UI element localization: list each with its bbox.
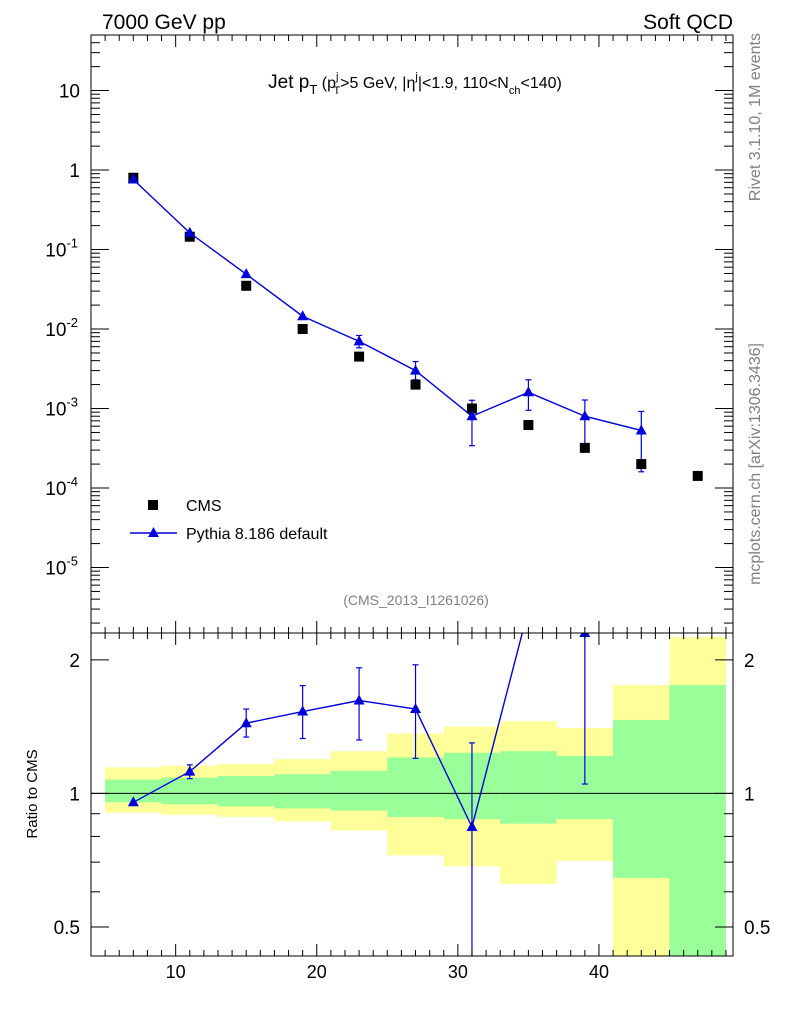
y-tick-label-1: 10-4 <box>45 474 78 500</box>
y-tick-label-0: 10-5 <box>45 554 78 580</box>
analysis-id-label: (CMS_2013_I1261026) <box>343 592 489 608</box>
ratio-y-label-left-0: 0.5 <box>54 918 80 939</box>
legend-cms-label: CMS <box>186 498 222 515</box>
cms-point-5 <box>410 379 421 390</box>
pythia-point-1 <box>184 226 196 237</box>
plot-title: Jet pT (pj T>5 GeV, |ηj|<1.9, 110<Nch<140… <box>268 71 562 97</box>
ratio-panel-frame <box>90 632 734 957</box>
cms-point-4 <box>354 351 365 362</box>
ratio-point-7 <box>523 603 534 613</box>
ratio-y-label-left-1: 1 <box>69 784 80 805</box>
energy-label: 7000 GeV pp <box>102 11 226 34</box>
cms-point-10 <box>692 470 703 481</box>
pythia-point-2 <box>240 268 252 279</box>
cms-point-7 <box>523 420 534 431</box>
ratio-ylabel: Ratio to CMS <box>24 749 41 838</box>
cms-point-3 <box>297 324 308 335</box>
pythia-point-8 <box>579 410 591 421</box>
ratio-point-4 <box>353 694 365 705</box>
legend-cms-marker <box>148 500 158 510</box>
x-tick-label-30: 30 <box>448 962 468 982</box>
mcplots-label: mcplots.cern.ch [arXiv:1306.3436] <box>747 343 764 585</box>
legend: CMS Pythia 8.186 default <box>130 498 328 543</box>
x-tick-label-20: 20 <box>307 962 327 982</box>
pythia-point-7 <box>522 386 534 397</box>
ratio-point-1 <box>184 765 196 776</box>
rivet-version-label: Rivet 3.1.10, 1M events <box>747 33 764 201</box>
cms-point-6 <box>466 403 477 414</box>
pythia-point-5 <box>410 364 422 375</box>
pythia-point-0 <box>127 173 139 184</box>
band-green-10 <box>669 685 726 956</box>
ratio-y-label-right-0: 0.5 <box>744 918 770 939</box>
cms-point-8 <box>579 442 590 453</box>
y-tick-label-4: 10-1 <box>45 236 78 262</box>
pythia-point-6 <box>466 410 478 421</box>
x-tick-label-10: 10 <box>166 962 186 982</box>
pythia-point-4 <box>353 335 365 346</box>
band-green-3 <box>274 774 331 809</box>
pythia-point-3 <box>297 310 309 321</box>
y-tick-label-5: 1 <box>69 161 80 182</box>
band-green-9 <box>613 719 670 878</box>
y-tick-label-2: 10-3 <box>45 395 78 421</box>
cms-point-2 <box>241 280 252 291</box>
process-label: Soft QCD <box>643 11 733 34</box>
ratio-point-3 <box>297 705 309 716</box>
band-green-5 <box>387 757 444 817</box>
ratio-point-6 <box>466 821 478 832</box>
legend-pythia-marker <box>148 527 159 537</box>
cms-point-9 <box>636 459 647 470</box>
ratio-point-2 <box>240 717 252 728</box>
pythia-point-9 <box>635 424 647 435</box>
ratio-point-5 <box>410 703 422 714</box>
band-green-7 <box>500 751 557 824</box>
band-green-4 <box>330 770 388 811</box>
band-green-2 <box>217 775 275 807</box>
x-tick-label-40: 40 <box>589 962 609 982</box>
pythia-line <box>132 179 642 432</box>
y-tick-label-3: 10-2 <box>45 315 78 341</box>
band-green-0 <box>105 779 162 803</box>
ratio-point-0 <box>127 796 139 807</box>
legend-pythia-label: Pythia 8.186 default <box>186 526 328 543</box>
y-tick-label-6: 10 <box>59 82 80 103</box>
ratio-y-label-right-1: 1 <box>744 784 755 805</box>
main-panel-frame <box>90 34 734 634</box>
ratio-y-label-right-2: 2 <box>744 651 755 672</box>
ratio-y-label-left-2: 2 <box>69 651 80 672</box>
